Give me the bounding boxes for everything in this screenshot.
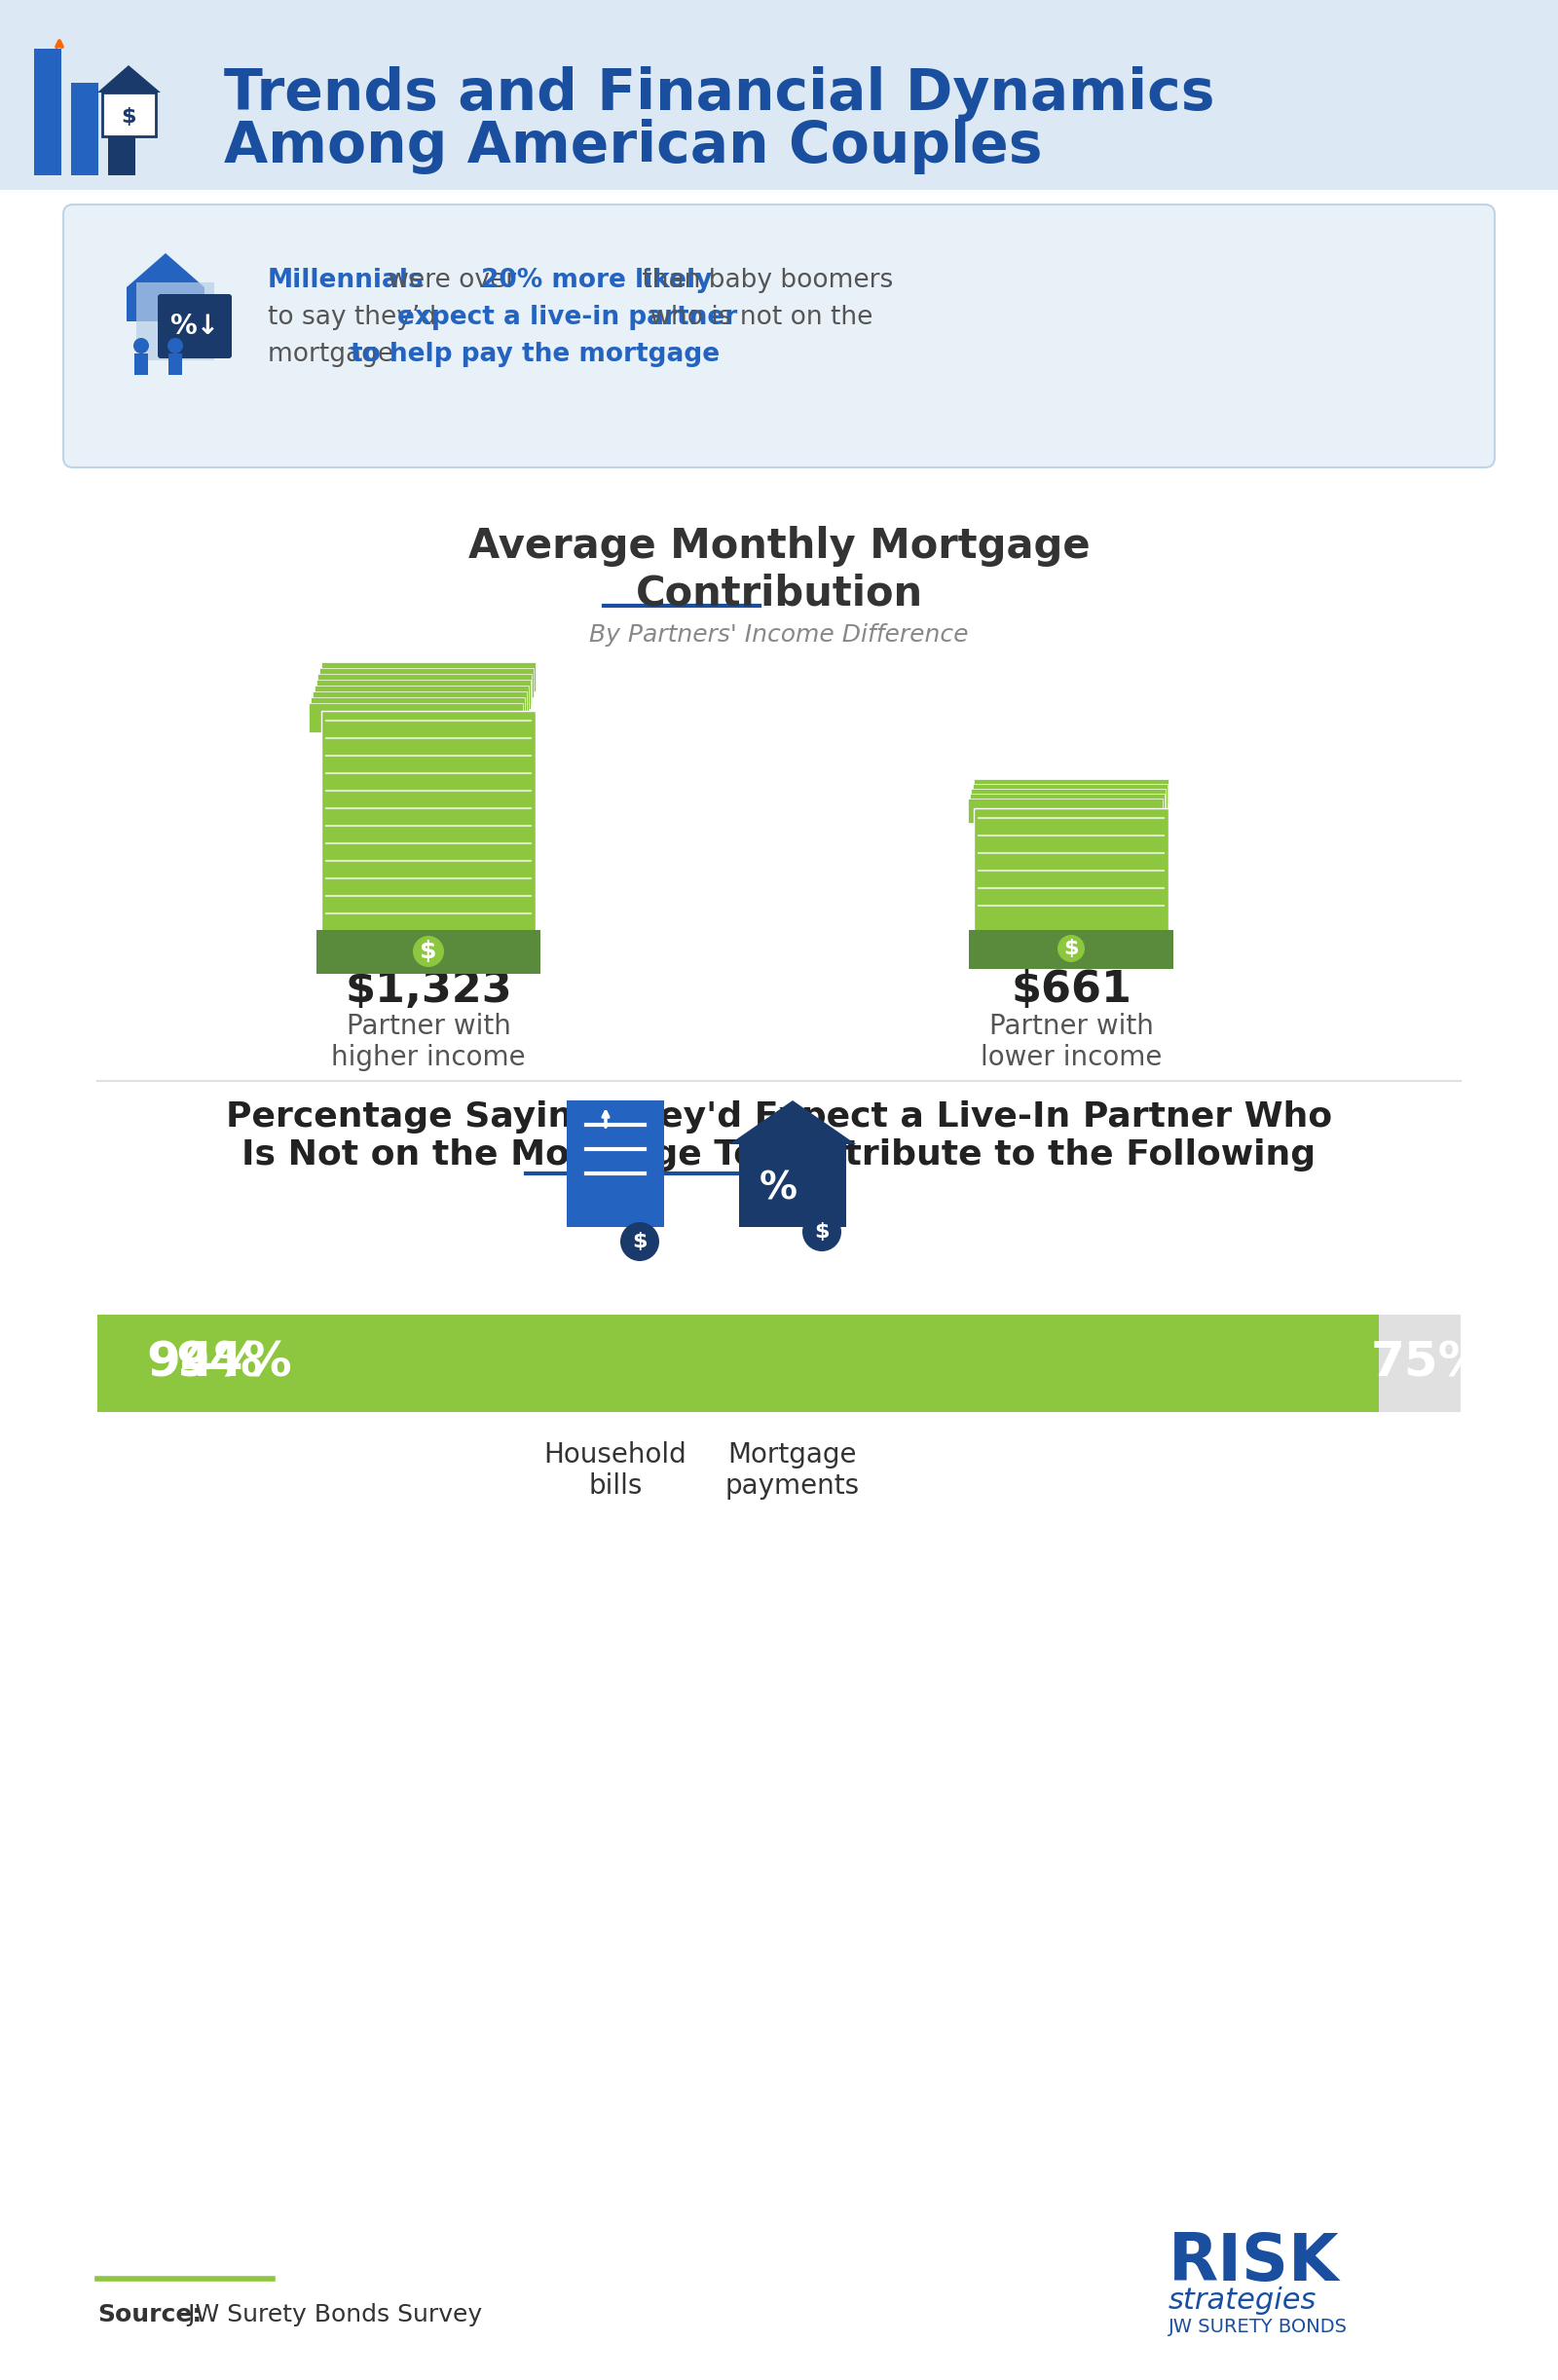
- Bar: [316, 931, 541, 973]
- Text: Among American Couples: Among American Couples: [224, 119, 1042, 174]
- Text: $661: $661: [1011, 969, 1131, 1012]
- Text: Source:: Source:: [97, 2304, 203, 2325]
- Text: JW SURETY BONDS: JW SURETY BONDS: [1168, 2318, 1348, 2337]
- Text: $1,323: $1,323: [344, 969, 513, 1012]
- Text: to help pay the mortgage: to help pay the mortgage: [351, 343, 720, 367]
- Text: By Partners' Income Difference: By Partners' Income Difference: [589, 624, 969, 647]
- Bar: [316, 681, 530, 709]
- Bar: [313, 693, 527, 721]
- Bar: [969, 931, 1173, 969]
- Bar: [321, 712, 536, 935]
- Circle shape: [802, 1211, 841, 1252]
- Bar: [108, 112, 136, 176]
- Bar: [72, 83, 98, 176]
- Text: strategies: strategies: [1168, 2287, 1317, 2316]
- Text: Partner with
higher income: Partner with higher income: [332, 1014, 525, 1071]
- Bar: [968, 800, 1162, 823]
- Polygon shape: [126, 252, 204, 321]
- Text: JW Surety Bonds Survey: JW Surety Bonds Survey: [181, 2304, 481, 2325]
- Text: mortgage: mortgage: [268, 343, 402, 367]
- Text: RISK: RISK: [1168, 2230, 1340, 2294]
- Text: than baby boomers: than baby boomers: [634, 269, 893, 293]
- Text: %↓: %↓: [170, 312, 220, 340]
- Circle shape: [168, 338, 184, 355]
- Text: who is not on the: who is not on the: [642, 305, 872, 331]
- Circle shape: [1058, 935, 1084, 962]
- Text: $: $: [122, 107, 136, 126]
- Text: to say they’d: to say they’d: [268, 305, 444, 331]
- Polygon shape: [729, 1100, 855, 1145]
- Text: $: $: [1064, 938, 1078, 959]
- FancyBboxPatch shape: [157, 295, 232, 359]
- Text: %: %: [759, 1169, 798, 1207]
- Text: Partner with
lower income: Partner with lower income: [980, 1014, 1162, 1071]
- Text: 94%: 94%: [146, 1340, 263, 1388]
- Text: $: $: [815, 1223, 829, 1242]
- Circle shape: [620, 1223, 659, 1261]
- Circle shape: [134, 338, 150, 355]
- Text: .: .: [595, 343, 603, 367]
- Text: were over: were over: [380, 269, 525, 293]
- Text: Mortgage
payments: Mortgage payments: [726, 1442, 860, 1499]
- FancyBboxPatch shape: [64, 205, 1494, 466]
- Text: Household
bills: Household bills: [544, 1442, 687, 1499]
- Bar: [318, 674, 531, 702]
- Bar: [137, 283, 215, 359]
- Bar: [974, 809, 1168, 935]
- Text: $: $: [633, 1233, 647, 1252]
- Bar: [738, 1145, 846, 1228]
- Bar: [308, 702, 523, 733]
- Text: 75%: 75%: [1371, 1340, 1488, 1388]
- FancyBboxPatch shape: [567, 1100, 664, 1228]
- Bar: [972, 783, 1167, 809]
- Bar: [321, 662, 536, 693]
- Bar: [807, 1314, 1352, 1411]
- Text: 94%: 94%: [174, 1340, 291, 1388]
- Text: Trends and Financial Dynamics: Trends and Financial Dynamics: [224, 67, 1215, 121]
- Text: expect a live-in partner: expect a live-in partner: [397, 305, 737, 331]
- Bar: [1379, 1314, 1461, 1411]
- Bar: [97, 1314, 1379, 1411]
- Bar: [969, 793, 1164, 819]
- Bar: [97, 1314, 1461, 1411]
- Bar: [974, 778, 1168, 804]
- Text: Percentage Saying They'd Expect a Live-In Partner Who
Is Not on the Mortgage To : Percentage Saying They'd Expect a Live-I…: [226, 1100, 1332, 1171]
- Bar: [315, 685, 528, 714]
- Bar: [134, 355, 148, 376]
- Circle shape: [413, 935, 444, 966]
- Text: Millennials: Millennials: [268, 269, 424, 293]
- Bar: [103, 93, 156, 136]
- Bar: [971, 788, 1165, 814]
- Text: Average Monthly Mortgage
Contribution: Average Monthly Mortgage Contribution: [467, 526, 1091, 614]
- Text: $: $: [421, 940, 436, 964]
- Bar: [97, 1314, 698, 1411]
- Bar: [312, 697, 525, 726]
- FancyBboxPatch shape: [0, 0, 1558, 190]
- Text: 20% more likely: 20% more likely: [481, 269, 712, 293]
- Polygon shape: [97, 64, 160, 93]
- Bar: [168, 355, 182, 376]
- Bar: [34, 48, 61, 176]
- Bar: [319, 669, 534, 697]
